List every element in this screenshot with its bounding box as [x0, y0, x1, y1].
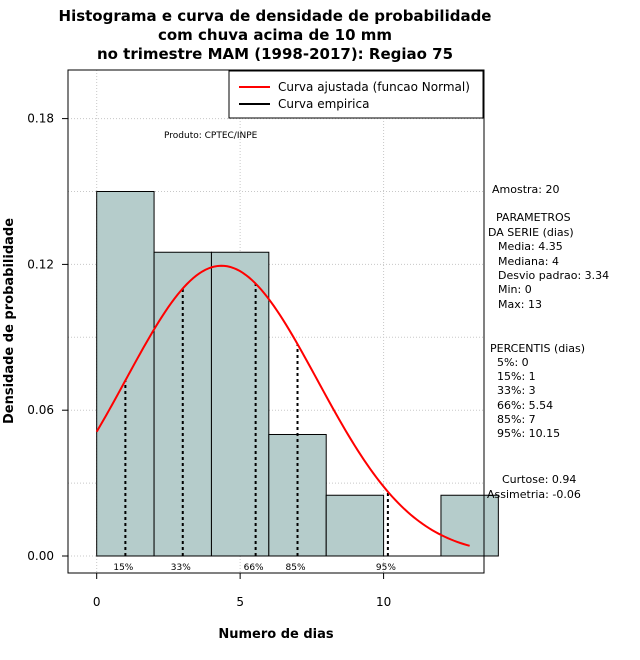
- stat-perc-85: 85%: 7: [497, 413, 536, 426]
- histogram-bar-2: [210, 251, 270, 557]
- x-tick-label-0: 0: [93, 595, 101, 609]
- percentile-lines: 15% 33% 66% 85% 95%: [113, 283, 396, 573]
- y-tick-label-3: 0.18: [27, 112, 54, 126]
- stat-perc-header: PERCENTIS (dias): [490, 342, 585, 355]
- y-tick-label-2: 0.12: [27, 257, 54, 271]
- x-tick-label-1: 5: [236, 595, 244, 609]
- stat-curtose: Curtose: 0.94: [502, 473, 576, 486]
- stat-amostra: Amostra: 20: [492, 183, 559, 196]
- histogram-bar-4: [325, 494, 385, 557]
- y-axis-label: Densidade de probabilidade: [2, 218, 17, 424]
- credit-label: Produto: CPTEC/INPE: [164, 131, 258, 141]
- chart-title-line-3: no trimestre MAM (1998-2017): Regiao 75: [97, 45, 453, 63]
- stat-mediana: Mediana: 4: [498, 255, 559, 268]
- percentile-label-2: 66%: [244, 563, 264, 573]
- percentile-label-1: 33%: [171, 563, 191, 573]
- legend-box: [228, 70, 484, 119]
- stat-perc-33: 33%: 3: [497, 384, 536, 397]
- legend-label-empirical: Curva empirica: [278, 97, 369, 111]
- stat-perc-66: 66%: 5.54: [497, 399, 553, 412]
- stat-media: Media: 4.35: [498, 240, 563, 253]
- fitted-normal-curve: [95, 264, 470, 547]
- y-tick-label-1: 0.06: [27, 403, 54, 417]
- y-tick-label-0: 0.00: [27, 549, 54, 563]
- stat-desvio: Desvio padrao: 3.34: [498, 269, 609, 282]
- stat-perc-5: 5%: 0: [497, 356, 529, 369]
- plot-frame: [67, 69, 485, 574]
- stat-assimetria: Assimetria: -0.06: [487, 488, 581, 501]
- chart-title-line-1: Histograma e curva de densidade de proba…: [59, 7, 492, 25]
- x-axis-label: Numero de dias: [218, 627, 334, 642]
- percentile-label-4: 95%: [376, 563, 396, 573]
- stat-param-header-1: PARAMETROS: [496, 211, 571, 224]
- stat-max: Max: 13: [498, 298, 542, 311]
- x-tick-label-2: 10: [376, 595, 391, 609]
- axis-ticks: 0 5 10 0.00 0.06 0.12 0.18: [27, 112, 391, 609]
- legend: Curva ajustada (funcao Normal) Curva emp…: [228, 70, 484, 119]
- percentile-label-3: 85%: [286, 563, 306, 573]
- stat-min: Min: 0: [498, 283, 532, 296]
- percentile-label-0: 15%: [113, 563, 133, 573]
- stat-perc-95: 95%: 10.15: [497, 427, 560, 440]
- histogram-bar-6: [440, 494, 499, 557]
- fitted-curve-layer: [95, 264, 470, 547]
- stats-panel: Amostra: 20 PARAMETROS DA SERIE (dias) M…: [487, 183, 609, 501]
- chart-title-line-2: com chuva acima de 10 mm: [158, 26, 392, 44]
- legend-label-fitted: Curva ajustada (funcao Normal): [278, 80, 470, 94]
- stat-perc-15: 15%: 1: [497, 370, 536, 383]
- stat-param-header-2: DA SERIE (dias): [488, 226, 574, 239]
